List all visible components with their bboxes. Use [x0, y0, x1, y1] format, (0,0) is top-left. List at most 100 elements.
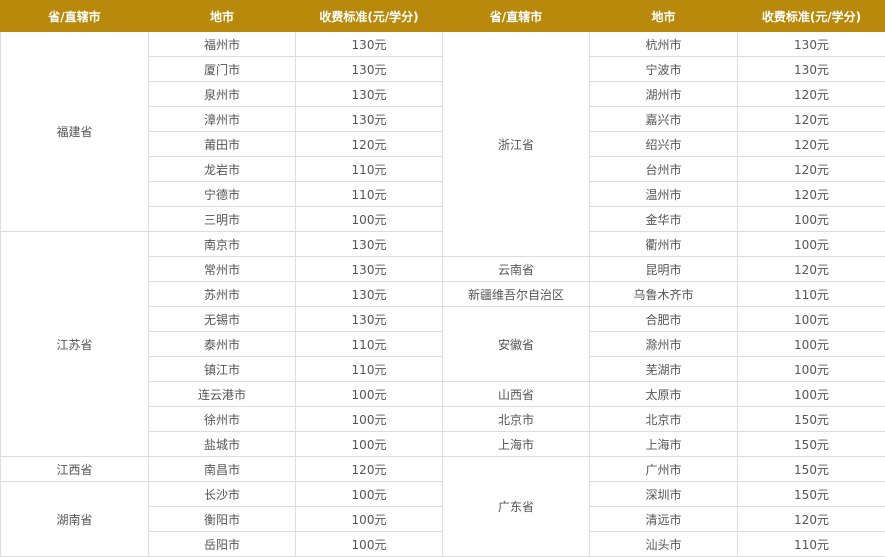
province-cell: 福建省 — [1, 32, 149, 232]
city-cell: 杭州市 — [590, 32, 738, 57]
city-cell: 厦门市 — [149, 57, 296, 82]
city-cell: 徐州市 — [149, 407, 296, 432]
province-cell: 山西省 — [443, 382, 590, 407]
fee-cell: 120元 — [738, 507, 885, 532]
fee-cell: 120元 — [296, 457, 443, 482]
fee-cell: 100元 — [296, 382, 443, 407]
fee-cell: 100元 — [296, 432, 443, 457]
fee-cell: 130元 — [296, 257, 443, 282]
city-cell: 芜湖市 — [590, 357, 738, 382]
fee-cell: 100元 — [296, 407, 443, 432]
fee-cell: 150元 — [738, 482, 885, 507]
city-cell: 无锡市 — [149, 307, 296, 332]
fee-cell: 120元 — [296, 132, 443, 157]
city-cell: 衢州市 — [590, 232, 738, 257]
header-fee-left: 收费标准(元/学分) — [296, 1, 443, 32]
fee-cell: 120元 — [738, 82, 885, 107]
fee-cell: 130元 — [738, 32, 885, 57]
fee-cell: 100元 — [296, 482, 443, 507]
city-cell: 长沙市 — [149, 482, 296, 507]
fee-cell: 100元 — [738, 232, 885, 257]
province-cell: 广东省 — [443, 457, 590, 557]
fee-cell: 100元 — [296, 532, 443, 557]
fee-cell: 100元 — [738, 332, 885, 357]
city-cell: 温州市 — [590, 182, 738, 207]
city-cell: 广州市 — [590, 457, 738, 482]
city-cell: 昆明市 — [590, 257, 738, 282]
fee-cell: 100元 — [296, 207, 443, 232]
fee-cell: 150元 — [738, 432, 885, 457]
city-cell: 绍兴市 — [590, 132, 738, 157]
fee-cell: 110元 — [296, 357, 443, 382]
fee-cell: 120元 — [738, 182, 885, 207]
city-cell: 台州市 — [590, 157, 738, 182]
fee-cell: 120元 — [738, 107, 885, 132]
city-cell: 金华市 — [590, 207, 738, 232]
fee-cell: 100元 — [738, 382, 885, 407]
fee-cell: 100元 — [296, 507, 443, 532]
fee-cell: 150元 — [738, 407, 885, 432]
fee-cell: 130元 — [296, 57, 443, 82]
province-cell: 上海市 — [443, 432, 590, 457]
header-city-left: 地市 — [149, 1, 296, 32]
province-cell: 云南省 — [443, 257, 590, 282]
header-fee-right: 收费标准(元/学分) — [738, 1, 885, 32]
province-cell: 新疆维吾尔自治区 — [443, 282, 590, 307]
province-cell: 江苏省 — [1, 232, 149, 457]
fee-cell: 130元 — [296, 307, 443, 332]
city-cell: 宁波市 — [590, 57, 738, 82]
header-row: 省/直辖市 地市 收费标准(元/学分) 省/直辖市 地市 收费标准(元/学分) — [1, 1, 885, 32]
city-cell: 上海市 — [590, 432, 738, 457]
city-cell: 北京市 — [590, 407, 738, 432]
header-province-right: 省/直辖市 — [443, 1, 590, 32]
header-province-left: 省/直辖市 — [1, 1, 149, 32]
city-cell: 莆田市 — [149, 132, 296, 157]
city-cell: 湖州市 — [590, 82, 738, 107]
fee-cell: 130元 — [296, 107, 443, 132]
header-city-right: 地市 — [590, 1, 738, 32]
city-cell: 深圳市 — [590, 482, 738, 507]
fee-cell: 110元 — [296, 157, 443, 182]
city-cell: 滁州市 — [590, 332, 738, 357]
city-cell: 嘉兴市 — [590, 107, 738, 132]
fee-cell: 130元 — [296, 232, 443, 257]
city-cell: 苏州市 — [149, 282, 296, 307]
fee-cell: 130元 — [296, 282, 443, 307]
city-cell: 汕头市 — [590, 532, 738, 557]
province-cell: 北京市 — [443, 407, 590, 432]
fee-cell: 130元 — [738, 57, 885, 82]
fee-cell: 150元 — [738, 457, 885, 482]
city-cell: 三明市 — [149, 207, 296, 232]
fee-cell: 110元 — [738, 532, 885, 557]
city-cell: 乌鲁木齐市 — [590, 282, 738, 307]
fee-cell: 110元 — [738, 282, 885, 307]
province-cell: 湖南省 — [1, 482, 149, 557]
city-cell: 岳阳市 — [149, 532, 296, 557]
fee-cell: 120元 — [738, 157, 885, 182]
city-cell: 太原市 — [590, 382, 738, 407]
city-cell: 盐城市 — [149, 432, 296, 457]
fee-cell: 130元 — [296, 82, 443, 107]
fee-cell: 100元 — [738, 207, 885, 232]
fee-cell: 100元 — [738, 307, 885, 332]
fee-cell: 120元 — [738, 132, 885, 157]
city-cell: 泉州市 — [149, 82, 296, 107]
city-cell: 龙岩市 — [149, 157, 296, 182]
fee-cell: 100元 — [738, 357, 885, 382]
fee-cell: 120元 — [738, 257, 885, 282]
city-cell: 南京市 — [149, 232, 296, 257]
city-cell: 南昌市 — [149, 457, 296, 482]
province-cell: 浙江省 — [443, 32, 590, 257]
province-cell: 安徽省 — [443, 307, 590, 382]
city-cell: 漳州市 — [149, 107, 296, 132]
fee-cell: 110元 — [296, 182, 443, 207]
city-cell: 福州市 — [149, 32, 296, 57]
city-cell: 常州市 — [149, 257, 296, 282]
city-cell: 连云港市 — [149, 382, 296, 407]
city-cell: 衡阳市 — [149, 507, 296, 532]
province-cell: 江西省 — [1, 457, 149, 482]
city-cell: 清远市 — [590, 507, 738, 532]
city-cell: 合肥市 — [590, 307, 738, 332]
